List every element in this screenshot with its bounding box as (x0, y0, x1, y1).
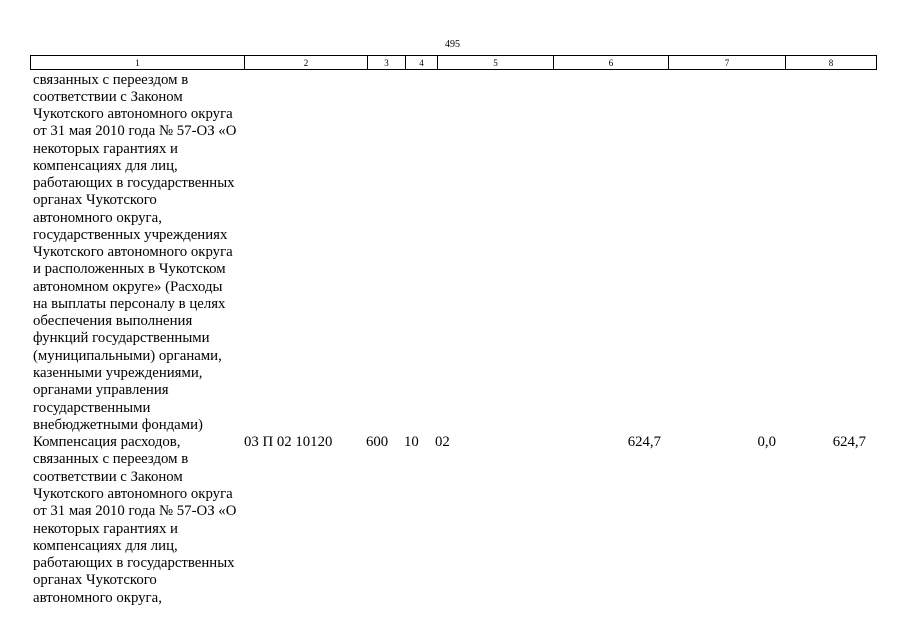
row-1-name-line: от 31 мая 2010 года № 57-ОЗ «О (33, 123, 237, 140)
row-1-name-line: и расположенных в Чукотском (33, 261, 226, 278)
row-2-col-8: 624,7 (832, 434, 866, 451)
column-number-row: 1 2 3 4 5 6 7 8 (30, 55, 877, 70)
row-1-name-line: органами управления (33, 382, 169, 399)
row-2-name-line: некоторых гарантиях и (33, 520, 178, 537)
row-2-name-line: Компенсация расходов, (33, 434, 181, 451)
row-1-name-line: автономном округе» (Расходы (33, 278, 223, 295)
row-2-name-line: автономного округа, (33, 589, 162, 606)
row-2-name-line: работающих в государственных (33, 555, 235, 572)
row-1-name-line: автономного округа, (33, 209, 162, 226)
header-col-3: 3 (367, 55, 406, 70)
row-2-name-line: связанных с переездом в (33, 451, 189, 468)
row-2-name-line: от 31 мая 2010 года № 57-ОЗ «О (33, 503, 237, 520)
row-2-name: Компенсация расходов, связанных с переез… (33, 434, 236, 607)
row-1-name-line: некоторых гарантиях и (33, 140, 178, 157)
row-1-name-line: органах Чукотского (33, 192, 157, 209)
row-1-name-line: функций государственными (33, 330, 210, 347)
row-2-col-5: 02 (435, 434, 450, 451)
row-1-name-line: (муниципальными) органами, (33, 347, 222, 364)
header-col-2: 2 (244, 55, 368, 70)
row-2-col-7: 0,0 (757, 434, 777, 451)
page-number: 495 (445, 39, 460, 50)
row-2-name-line: органах Чукотского (33, 572, 157, 589)
row-2-col-6: 624,7 (627, 434, 661, 451)
row-1-name-line: казенными учреждениями, (33, 365, 203, 382)
row-1-name-line: связанных с переездом в (33, 71, 189, 88)
row-2-col-3: 600 (366, 434, 389, 451)
row-2-name-line: компенсациях для лиц, (33, 537, 178, 554)
header-col-4: 4 (405, 55, 438, 70)
header-col-8: 8 (785, 55, 877, 70)
row-1-name-line: соответствии с Законом (33, 88, 183, 105)
column-number-header: 1 2 3 4 5 6 7 8 (30, 55, 877, 70)
header-col-5: 5 (437, 55, 554, 70)
header-col-6: 6 (553, 55, 669, 70)
row-1-name-line: Чукотского автономного округа (33, 106, 233, 123)
row-2-col-4: 10 (404, 434, 419, 451)
row-1-name-line: на выплаты персоналу в целях (33, 295, 226, 312)
row-1-name-line: внебюджетными фондами) (33, 416, 203, 433)
row-1-name-line: компенсациях для лиц, (33, 157, 178, 174)
header-col-7: 7 (668, 55, 786, 70)
row-2-col-2: 03 П 02 10120 (244, 434, 333, 451)
header-col-1: 1 (30, 55, 245, 70)
row-2-name-line: Чукотского автономного округа (33, 485, 233, 502)
row-1-name-line: обеспечения выполнения (33, 313, 193, 330)
row-2-name-line: соответствии с Законом (33, 468, 183, 485)
row-1-name-line: работающих в государственных (33, 175, 235, 192)
row-1-name-line: Чукотского автономного округа (33, 244, 233, 261)
row-1-name-line: государственных учреждениях (33, 226, 228, 243)
row-1-name-line: государственными (33, 399, 151, 416)
row-1-name: связанных с переездом в соответствии с З… (33, 72, 236, 435)
